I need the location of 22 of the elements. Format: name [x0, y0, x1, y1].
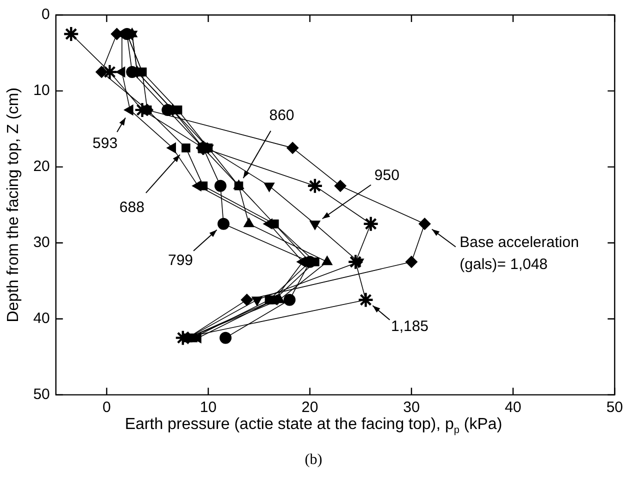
x-tick-label: 30	[403, 398, 420, 416]
annotation: 1,185	[390, 318, 429, 335]
x-tick-label: 0	[102, 398, 111, 416]
annotation: 688	[119, 199, 144, 216]
y-tick-label: 40	[33, 310, 50, 327]
x-tick-label: 10	[200, 398, 217, 416]
x-tick-label: 20	[302, 398, 318, 416]
x-tick-label: 50	[606, 398, 623, 416]
y-tick-label: 30	[33, 234, 50, 252]
y-tick-label: 20	[33, 158, 50, 176]
text: (b)	[304, 452, 324, 469]
annotation: Base acceleration (gals)= 1,048	[460, 234, 579, 274]
annotation: 593	[92, 135, 118, 152]
y-tick-label: 10	[33, 82, 50, 100]
y-tick-label: 0	[42, 6, 50, 24]
annotation: 950	[374, 167, 400, 184]
y-tick-label: 50	[33, 386, 50, 403]
annotation: 799	[168, 252, 194, 270]
annotation: 860	[269, 107, 294, 124]
y-axis-title: Depth from the facing top, Z (cm)	[5, 88, 22, 322]
x-axis-title: Earth pressure (actie state at the facing top), p$_{p}$ (kPa)	[124, 416, 504, 436]
x-tick-label: 40	[504, 398, 522, 416]
